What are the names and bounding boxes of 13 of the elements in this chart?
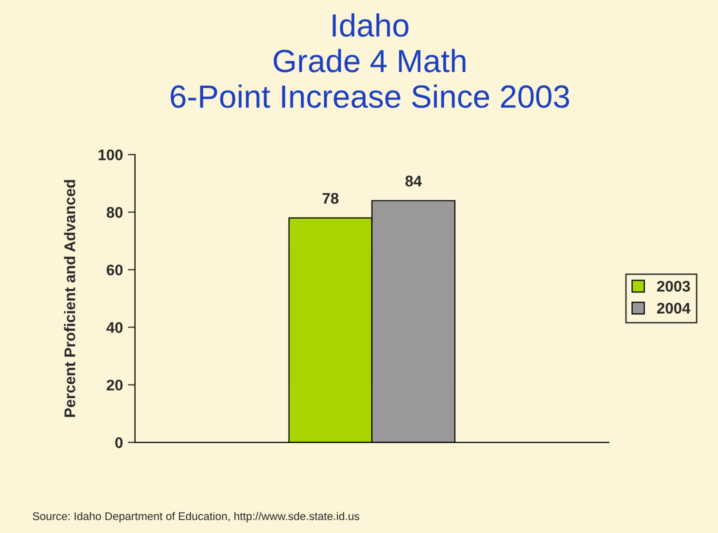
legend-label: 2003 [657, 280, 690, 292]
source-note: Source: Idaho Department of Education, http://www.sde.state.id.us [32, 512, 360, 522]
y-axis-title: Percent Proficient and Advanced [64, 180, 76, 417]
data-label: 84 [405, 176, 422, 186]
data-label: 78 [322, 192, 338, 204]
chart-title: Idaho Grade 4 Math 6-Point Increase Since 2003 [170, 13, 570, 108]
legend-label: 2004 [657, 302, 690, 314]
y-tick-label: 80 [106, 207, 123, 218]
y-tick-label: 0 [115, 437, 123, 448]
y-tick-label: 100 [98, 149, 123, 160]
y-tick-label: 40 [106, 322, 123, 333]
y-tick-label: 60 [106, 264, 123, 276]
y-tick-label: 20 [106, 380, 123, 391]
